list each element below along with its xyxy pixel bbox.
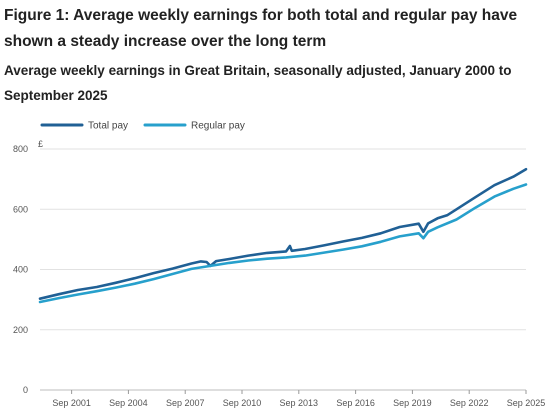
series-line-regular-pay	[38, 183, 528, 304]
y-tick-label: 600	[13, 204, 28, 214]
x-tick-label: Sep 2010	[223, 398, 262, 408]
x-tick-label: Sep 2004	[109, 398, 148, 408]
legend: Total pay Regular pay	[40, 121, 245, 132]
series-line-total-pay	[38, 167, 528, 300]
legend-label-total-pay: Total pay	[88, 121, 128, 132]
y-tick-label: 400	[13, 265, 28, 275]
legend-label-regular-pay: Regular pay	[191, 121, 245, 132]
figure-subtitle: Average weekly earnings in Great Britain…	[4, 63, 512, 103]
y-axis: 0 200 400 600 800 £	[13, 139, 43, 395]
y-tick-label: 800	[13, 144, 28, 154]
y-tick-label: 0	[23, 385, 28, 395]
x-tick-label: Sep 2025	[507, 398, 546, 408]
x-tick-label: Sep 2019	[393, 398, 432, 408]
gridlines	[40, 148, 526, 391]
x-tick-label: Sep 2022	[450, 398, 489, 408]
series-lines	[38, 167, 528, 304]
figure-title: Figure 1: Average weekly earnings for bo…	[4, 7, 518, 50]
y-tick-label: 200	[13, 325, 28, 335]
y-axis-unit-label: £	[38, 139, 43, 149]
x-tick-label: Sep 2001	[52, 398, 91, 408]
x-tick-label: Sep 2016	[336, 398, 375, 408]
x-tick-label: Sep 2007	[166, 398, 205, 408]
x-tick-label: Sep 2013	[280, 398, 319, 408]
x-axis: Sep 2001 Sep 2004 Sep 2007 Sep 2010 Sep 2013…	[52, 390, 545, 408]
